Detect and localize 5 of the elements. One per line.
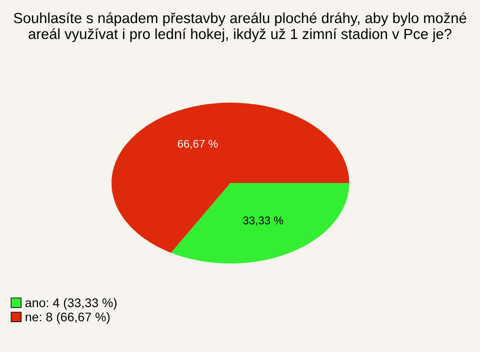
chart-title: Souhlasíte s nápadem přestavby areálu ploché dráhy, aby bylo možné areál využívat i pro lední hokej, ikdyž už 1 zimní stadion v Pce je?: [14, 12, 466, 42]
legend-label: ano: 4 (33,33 %): [25, 298, 117, 310]
legend-label: ne: 8 (66,67 %): [26, 312, 110, 324]
data-label: 33,33 %: [243, 216, 284, 226]
data-label: 66,67 %: [178, 140, 218, 150]
